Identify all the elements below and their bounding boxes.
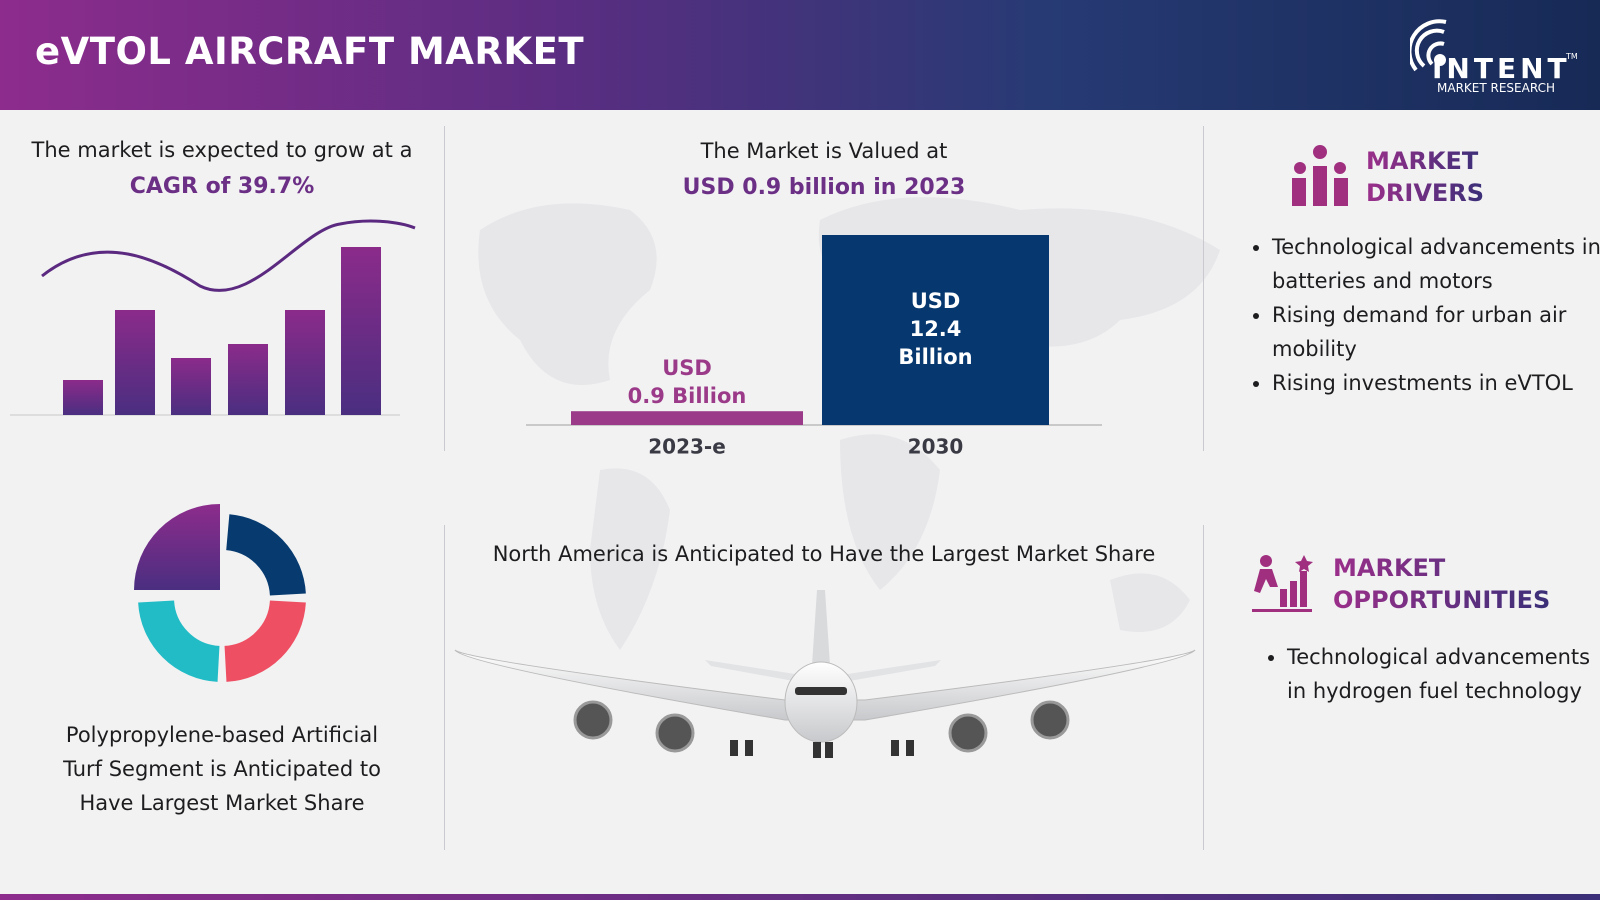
valuation-highlight: USD 0.9 billion in 2023	[682, 175, 966, 200]
bar-label: USD	[911, 289, 961, 313]
drivers-icon	[1292, 145, 1348, 206]
opportunities-list: Technological advancements in hydrogen f…	[1265, 640, 1600, 708]
logo-trademark: TM	[1566, 52, 1578, 61]
footer-strip	[0, 894, 1600, 900]
logo-icon	[1410, 19, 1447, 72]
divider	[1203, 525, 1204, 850]
opportunity-item: Technological advancements in hydrogen f…	[1287, 640, 1600, 708]
category-label: 2030	[908, 435, 964, 459]
opportunities-title-line: OPPORTUNITIES	[1333, 586, 1551, 614]
bar	[822, 235, 1049, 425]
opportunities-icon	[1252, 555, 1313, 612]
valuation-text: The Market is Valued at	[700, 139, 948, 163]
opportunities-title-line: MARKET	[1333, 554, 1446, 582]
bar	[571, 411, 803, 425]
growth-highlight: CAGR of 39.7%	[129, 174, 315, 199]
segment-line: Polypropylene-based Artificial	[65, 723, 379, 747]
opportunities-title: MARKET OPPORTUNITIES	[1333, 552, 1550, 616]
bar-label: Billion	[898, 345, 972, 369]
bar-label: 12.4	[910, 317, 962, 341]
driver-item: Rising demand for urban air mobility	[1272, 298, 1600, 366]
donut-illustration	[134, 504, 306, 682]
page-title: eVTOL AIRCRAFT MARKET	[35, 30, 585, 73]
logo-subtitle: MARKET RESEARCH	[1437, 81, 1555, 95]
drivers-title-line: MARKET	[1366, 147, 1479, 175]
bar-label: 0.9 Billion	[628, 384, 747, 408]
logo-name: INTENT	[1432, 52, 1571, 85]
driver-item: Rising investments in eVTOL	[1272, 366, 1600, 400]
valuation-chart: USD 0.9 Billion 2023-e USD 12.4 Billion 2030	[526, 235, 1102, 459]
region-text: North America is Anticipated to Have the…	[492, 542, 1156, 566]
category-label: 2023-e	[648, 435, 726, 459]
divider	[444, 525, 445, 850]
airplane-illustration	[454, 590, 1196, 758]
driver-item: Technological advancements in batteries …	[1272, 230, 1600, 298]
drivers-title: MARKET DRIVERS	[1366, 145, 1484, 209]
growth-text: The market is expected to grow at a	[31, 138, 413, 162]
divider	[444, 126, 445, 451]
drivers-list: Technological advancements in batteries …	[1250, 230, 1600, 400]
growth-illustration	[10, 219, 416, 416]
drivers-title-line: DRIVERS	[1366, 179, 1485, 207]
segment-line: Turf Segment is Anticipated to	[63, 757, 381, 781]
divider	[1203, 126, 1204, 451]
segment-line: Have Largest Market Share	[79, 791, 365, 815]
bar-label: USD	[662, 356, 712, 380]
header: eVTOL AIRCRAFT MARKET INTENT TM MARKET R…	[0, 0, 1600, 110]
segment-text: Polypropylene-based Artificial Turf Segm…	[0, 718, 444, 820]
